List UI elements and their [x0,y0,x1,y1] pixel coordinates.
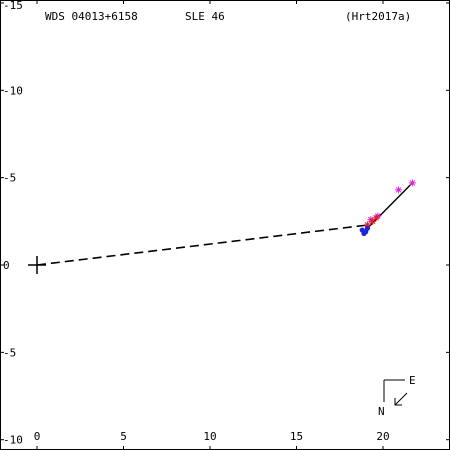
lines-group [28,182,413,274]
y-tick-label: -10 [3,434,23,447]
x-tick-label: 0 [34,430,41,443]
separation-line [36,224,370,266]
discoverer-code: SLE 46 [185,10,225,23]
asterisk-stroke [373,215,379,221]
x-tick-label: 10 [203,430,216,443]
reference-code: (Hrt2017a) [345,10,411,23]
x-tick-label: 5 [120,430,127,443]
y-tick-label: -5 [3,346,16,359]
asterisk-stroke [395,187,402,193]
compass: E N [378,374,416,418]
compass-motion-arrow [394,392,408,406]
asterisk-stroke [409,180,416,186]
system-id: WDS 04013+6158 [45,10,138,23]
y-tick-label: 0 [3,259,10,272]
compass-east-label: E [409,374,416,387]
y-tick-label: -5 [3,172,16,185]
observation-point [395,186,403,194]
y-tick-label: -15 [3,0,23,12]
y-tick-label: -10 [3,84,23,97]
observation-point [408,179,416,187]
marks-group [359,179,416,237]
x-tick-label: 20 [376,430,389,443]
observation-point [364,225,371,231]
compass-north-label: N [378,405,385,418]
observation-point [361,230,367,237]
compass-arrow-head [394,398,402,406]
x-tick-label: 15 [290,430,303,443]
observation-point [372,214,380,222]
